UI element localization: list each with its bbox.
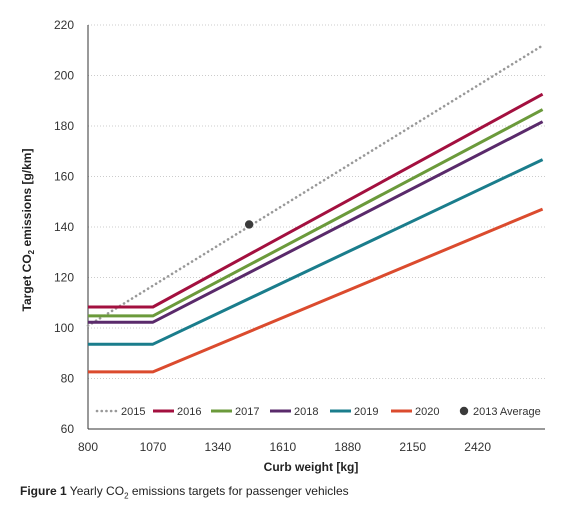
legend-label-2020: 2020 [415, 406, 439, 418]
legend-label-2019: 2019 [354, 406, 378, 418]
y-tick-180: 180 [54, 119, 74, 133]
y-tick-200: 200 [54, 69, 74, 83]
series-lines [86, 44, 544, 374]
legend-label-2018: 2018 [294, 406, 318, 418]
caption-subscript: 2 [124, 491, 129, 501]
legend-label-2017: 2017 [235, 406, 259, 418]
y-tick-160: 160 [54, 170, 74, 184]
legend-swatch-2013-average [459, 406, 469, 416]
caption-text-a: Yearly CO [66, 484, 125, 498]
y-tick-220: 220 [54, 18, 74, 32]
x-tick-1070: 1070 [140, 440, 167, 454]
series-line-2020 [88, 207, 544, 374]
legend-label-2016: 2016 [177, 406, 201, 418]
axes: 60 80 100 120 140 160 180 200 220 800 1070 1340 1610… [54, 18, 545, 454]
x-tick-1340: 1340 [205, 440, 232, 454]
x-tick-2150: 2150 [399, 440, 426, 454]
y-tick-80: 80 [61, 372, 75, 386]
caption-text-b: emissions targets for passenger vehicles [128, 484, 349, 498]
series-line-2017 [88, 108, 544, 318]
x-tick-1610: 1610 [269, 440, 296, 454]
y-axis-title: Target CO2 emissions [g/km] [20, 149, 36, 312]
legend-label-2015: 2015 [121, 406, 145, 418]
series-line-2018 [88, 120, 544, 324]
marker-2013-average [244, 220, 254, 229]
grid [88, 24, 545, 379]
x-axis-title: Curb weight [kg] [264, 460, 359, 474]
figure-label: Figure 1 [20, 484, 67, 498]
series-line-2016 [88, 92, 544, 309]
legend-label-2013-average: 2013 Average [473, 406, 541, 418]
x-tick-2420: 2420 [464, 440, 491, 454]
x-tick-800: 800 [78, 440, 98, 454]
x-tick-1880: 1880 [334, 440, 361, 454]
series-line-2019 [88, 158, 544, 346]
y-tick-120: 120 [54, 271, 74, 285]
y-tick-60: 60 [61, 422, 75, 436]
y-tick-140: 140 [54, 220, 74, 234]
series-line-2015 [86, 44, 544, 328]
figure-caption: Figure 1 Yearly CO2 emissions targets fo… [20, 484, 349, 500]
legend: 2015 2016 2017 2018 2019 2020 2013 Average [95, 406, 541, 418]
chart: 60 80 100 120 140 160 180 200 220 800 1070 1340 1610… [20, 18, 545, 474]
y-tick-100: 100 [54, 321, 74, 335]
markers [244, 220, 254, 229]
